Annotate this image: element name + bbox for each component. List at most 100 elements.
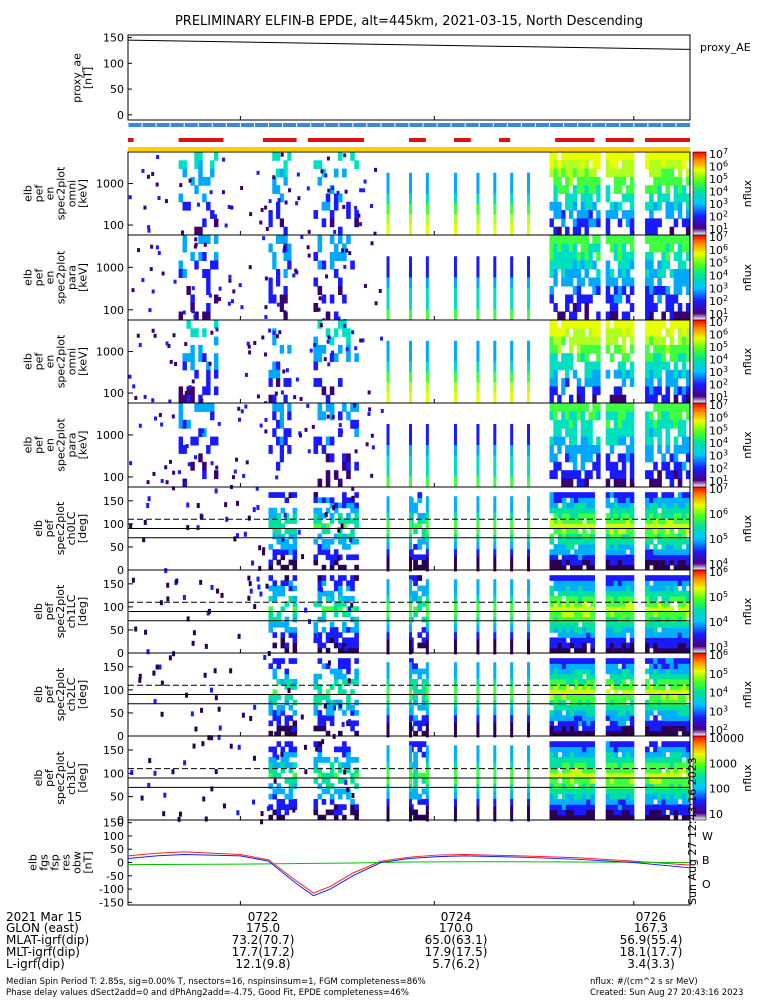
spec-panel-2-burst-4-cell-3-2 — [617, 252, 623, 261]
spec-panel-3-burst-5-cell-1-5 — [649, 361, 654, 371]
pa-panel-4-block-2-cell-3-3 — [421, 799, 427, 805]
pa-panel-1-block-3-cell-7-12 — [578, 502, 583, 509]
spec-panel-3-burst-0-cell-6-1 — [202, 328, 207, 338]
spec-panel-2-burst-4-cell-0-6 — [605, 286, 611, 295]
spec-panel-2-speck-9 — [161, 271, 165, 276]
pa-panel-1-block-4-cell-3-10 — [617, 512, 623, 519]
pa-panel-1-block-4-cell-1-10 — [609, 512, 615, 519]
pa-panel-4-block-3-cell-4-10 — [565, 762, 571, 768]
spec-panel-1-speck-43 — [259, 220, 263, 225]
spec-panel-3-burst-5-cell-2-3 — [653, 344, 658, 354]
spec-panel-4-burst-3-cell-6-2 — [572, 419, 578, 429]
spec-panel-1-burst-5-cell-6-9 — [669, 226, 675, 236]
pa-panel-4-block-1-cell-2-5 — [321, 788, 327, 795]
pa-panel-1-speck-19 — [235, 533, 239, 539]
pa-panel-3-block-3-cell-0-6 — [549, 699, 555, 706]
pa-panel-4-block-1-cell-4-6 — [329, 783, 335, 789]
spec-panel-3-burst-4-cell-4-4 — [621, 353, 627, 362]
spec-panel-3-ylabel-line-4: omni — [66, 348, 79, 375]
spec-panel-1-burst-5-cell-9-0 — [681, 152, 687, 161]
spec-panel-3-speck-7 — [326, 339, 330, 344]
spec-panel-3-ylabel-line-2: en — [44, 355, 57, 369]
spec-panel-4-ytick-1: 100 — [103, 471, 124, 484]
pa-panel-4-block-5-cell-8-9 — [677, 767, 683, 774]
spec-panel-4-burst-0-cell-8-4 — [210, 436, 215, 446]
pa-panel-4-stripe-5-seg-1 — [493, 805, 497, 814]
pa-panel-4-block-3-cell-1-2 — [553, 804, 559, 810]
pa-panel-3-block-4-cell-5-4 — [625, 710, 631, 716]
pa-panel-3-stripe-3-seg-0 — [453, 728, 457, 738]
pa-panel-3-speck-0 — [263, 654, 267, 660]
spec-panel-1-burst-4-cell-4-0 — [621, 152, 627, 161]
pa-panel-3-block-4-cell-0-8 — [605, 689, 611, 695]
pa-panel-1-block-5-cell-1-1 — [649, 559, 654, 566]
pa-panel-3-block-3-cell-7-10 — [578, 678, 583, 685]
spec-panel-4-burst-0-cell-4-4 — [194, 436, 199, 446]
pa-panel-3-block-3-cell-5-13 — [569, 663, 575, 670]
spec-panel-2-burst-5-cell-3-4 — [657, 269, 662, 278]
spec-panel-4-burst-3-cell-1-7 — [553, 461, 558, 471]
spec-panel-2-speck-42 — [238, 283, 242, 288]
spec-panel-3-speck-55 — [278, 330, 282, 335]
pa-panel-4-block-1-cell-4-3 — [329, 799, 335, 805]
spec-panel-3-burst-0-cell-2-9 — [186, 394, 191, 404]
spec-panel-1-burst-3-cell-0-2 — [549, 168, 554, 178]
spec-panel-3-speck-24 — [153, 333, 157, 338]
pa-panel-3-block-3-cell-2-4 — [557, 710, 563, 716]
spec-panel-2-burst-3-cell-9-1 — [584, 243, 589, 253]
pa-panel-3-speck-21 — [160, 680, 164, 686]
pa-panel-3-block-2-cell-2-12 — [417, 668, 423, 675]
pa-panel-2-block-3-cell-1-9 — [553, 601, 559, 607]
spec-panel-2-burst-4-cell-5-0 — [625, 235, 631, 244]
pa-panel-3-block-0-cell-3-4 — [280, 710, 286, 716]
spec-panel-4-burst-5-cell-8-3 — [677, 428, 683, 438]
pa-panel-1-block-5-cell-0-12 — [645, 502, 650, 509]
pa-panel-4-block-3-cell-2-1 — [557, 809, 563, 816]
spec-panel-3-burst-1-cell-0-6 — [268, 369, 273, 379]
pa-panel-2-block-3-cell-5-9 — [569, 601, 575, 607]
pa-panel-2-block-4-cell-1-6 — [609, 616, 615, 623]
pa-panel-1-block-5-cell-10-1 — [685, 559, 691, 566]
pa-panel-1-block-0-cell-3-6 — [280, 533, 286, 540]
pa-panel-4-speck-3 — [237, 744, 241, 750]
spec-panel-4-burst-5-cell-2-9 — [653, 478, 658, 488]
pa-panel-4-block-5-cell-1-14 — [649, 741, 654, 747]
spec-panel-4-burst-5-cell-6-1 — [669, 411, 675, 421]
pa-panel-4-block-1-cell-5-0 — [333, 814, 339, 821]
spec-panel-2-speck-13 — [217, 297, 221, 302]
pa-panel-1-block-1-cell-7-4 — [342, 544, 347, 550]
fgs-ytick-6: -150 — [99, 896, 124, 909]
spec-panel-1-burst-4-cell-6-7 — [629, 210, 635, 219]
pa-panel-2-block-3-cell-8-4 — [582, 627, 587, 633]
pa-panel-4-block-1-cell-6-13 — [337, 746, 343, 753]
pa-panel-3-block-5-cell-1-0 — [649, 730, 654, 737]
spec-panel-4-burst-5-cell-5-7 — [665, 461, 671, 471]
pa-panel-1-block-5-cell-4-14 — [661, 492, 666, 498]
pa-panel-1-block-2-cell-2-5 — [417, 538, 423, 545]
pa-panel-4-speck-22 — [292, 807, 296, 813]
spec-panel-3-burst-3-cell-11-3 — [592, 344, 597, 354]
spec-panel-2-burst-3-cell-12-2 — [596, 252, 601, 261]
pa-panel-2-block-5-cell-10-1 — [685, 642, 691, 649]
pa-panel-1-block-3-cell-5-14 — [569, 492, 575, 498]
pa-panel-2-block-4-cell-4-6 — [621, 616, 627, 623]
pa-panel-4-stripe-1-seg-2 — [409, 797, 412, 807]
pa-panel-3-speck-36 — [152, 670, 156, 676]
spec-panel-2-burst-3-cell-10-3 — [588, 260, 593, 270]
pa-panel-1-block-0-cell-6-10 — [292, 512, 298, 519]
pa-panel-1-block-4-cell-5-2 — [625, 554, 631, 561]
spec-panel-3-burst-4-cell-4-1 — [621, 328, 627, 338]
pa-panel-1-stripe-6-seg-2 — [510, 547, 514, 557]
pa-panel-3-block-1-cell-6-6 — [337, 699, 343, 706]
pa-panel-4-stripe-0-seg-9 — [386, 745, 390, 755]
spec-panel-1-speck-49 — [342, 204, 346, 209]
pa-panel-1-block-1-cell-1-13 — [317, 497, 323, 504]
spec-panel-4-burst-3-cell-11-5 — [592, 445, 597, 454]
spec-panel-3-burst-3-cell-7-4 — [576, 353, 582, 362]
spec-panel-4-burst-2-cell-8-6 — [346, 453, 351, 463]
pa-panel-1-stripe-5-seg-1 — [493, 555, 497, 565]
spec-panel-2-burst-5-cell-6-8 — [669, 303, 675, 312]
pa-panel-2-block-2-cell-2-10 — [417, 595, 423, 602]
pa-panel-3-block-3-cell-6-1 — [574, 725, 579, 732]
spec-panel-1-burst-4-cell-2-0 — [613, 152, 619, 161]
